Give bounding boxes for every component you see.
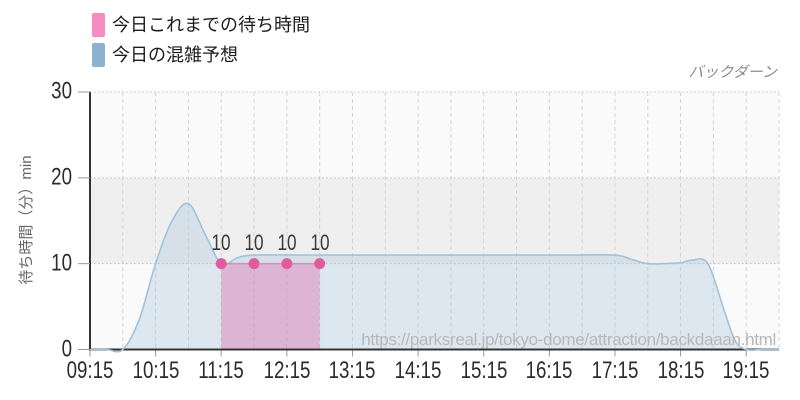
forecast-area (90, 203, 779, 352)
x-tick-label: 12:15 (263, 357, 311, 384)
y-tick-label: 30 (51, 77, 72, 105)
x-tick-label: 19:15 (722, 357, 770, 384)
x-tick-label: 11:15 (198, 357, 244, 384)
legend-swatch-pink (92, 13, 105, 37)
x-tick-label: 18:15 (657, 357, 704, 384)
legend-swatch-blue (92, 43, 105, 67)
x-tick-label: 17:15 (591, 357, 639, 384)
data-point-dot (248, 258, 260, 270)
x-tick-label: 09:15 (66, 357, 114, 384)
data-point-label: 10 (211, 229, 231, 255)
x-tick-label: 16:15 (525, 357, 573, 384)
x-tick-label: 15:15 (460, 357, 508, 384)
data-point-dot (215, 258, 227, 270)
chart-legend: 今日これまでの待ち時間 今日の混雑予想 (92, 12, 310, 72)
data-point-dot (314, 258, 326, 270)
x-tick-label: 14:15 (394, 357, 442, 384)
forecast-line (90, 202, 779, 353)
y-tick-label: 0 (61, 334, 72, 362)
attraction-name-label: バックダーン (688, 64, 777, 81)
band-10-20 (90, 177, 779, 264)
x-tick-label: 10:15 (132, 357, 180, 384)
data-point-label: 10 (244, 229, 264, 255)
legend-label-actual-wait: 今日これまでの待ち時間 (112, 15, 310, 35)
y-axis-title: 待ち時間（分）min (18, 155, 35, 285)
data-point-label: 10 (310, 229, 330, 255)
y-tick-label: 20 (51, 163, 72, 191)
legend-label-forecast: 今日の混雑予想 (112, 45, 238, 65)
legend-item-forecast[interactable]: 今日の混雑予想 (92, 42, 310, 68)
x-tick-label: 13:15 (329, 357, 376, 384)
legend-item-actual-wait[interactable]: 今日これまでの待ち時間 (92, 12, 310, 38)
data-point-label: 10 (277, 229, 297, 255)
data-point-dot (281, 258, 293, 270)
y-tick-label: 10 (51, 249, 72, 277)
actual-area (221, 263, 320, 350)
watermark-url: https://parksreal.jp/tokyo-dome/attracti… (361, 330, 776, 349)
